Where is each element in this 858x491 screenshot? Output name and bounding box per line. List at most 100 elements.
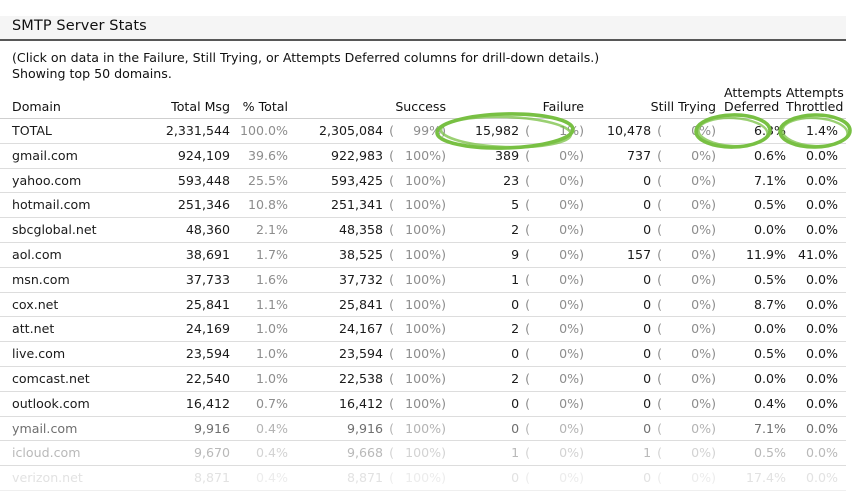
cell-attempts-deferred[interactable]: 7.1% xyxy=(724,416,787,442)
cell-attempts-deferred[interactable]: 11.9% xyxy=(724,242,787,268)
col-header-attempts-throttled[interactable]: Attempts Throttled xyxy=(786,86,846,119)
cell-still-trying-pct[interactable]: 0%) xyxy=(662,341,725,367)
cell-still-trying-count[interactable]: 0 ( xyxy=(592,341,663,367)
cell-still-trying-count[interactable]: 0 ( xyxy=(592,416,663,442)
cell-still-trying-pct[interactable]: 0%) xyxy=(662,118,725,144)
col-header-failure[interactable]: Failure xyxy=(542,99,585,114)
cell-failure-pct[interactable]: 0%) xyxy=(530,440,593,467)
cell-failure-pct[interactable]: 0%) xyxy=(530,292,593,318)
cell-failure-pct[interactable]: 0%) xyxy=(530,143,593,169)
cell-still-trying-count[interactable]: 157 ( xyxy=(592,242,663,268)
cell-failure-pct[interactable]: 0%) xyxy=(530,465,593,491)
col-header-domain[interactable]: Domain xyxy=(12,99,61,114)
cell-failure-pct[interactable]: 0%) xyxy=(530,316,593,343)
table-row[interactable]: msn.com 37,733 1.6% 37,732 (100%) 1 (0%) 0 (0… xyxy=(0,267,847,293)
table-row[interactable]: outlook.com 16,412 0.7% 16,412 (100%) 0 (0%)… xyxy=(0,391,847,417)
cell-failure-count[interactable]: 2 ( xyxy=(454,316,531,343)
cell-still-trying-count[interactable]: 0 ( xyxy=(592,192,663,219)
cell-still-trying-count[interactable]: 0 ( xyxy=(592,267,663,293)
cell-failure-count[interactable]: 0 ( xyxy=(454,416,531,442)
table-row[interactable]: gmail.com 924,109 39.6% 922,983 (100%) 389 (… xyxy=(0,143,847,169)
cell-still-trying-pct[interactable]: 0%) xyxy=(662,267,725,293)
cell-failure-count[interactable]: 0 ( xyxy=(454,341,531,367)
cell-failure-count[interactable]: 15,982 ( xyxy=(454,118,531,144)
table-row[interactable]: ymail.com 9,916 0.4% 9,916 (100%) 0 (0%) 0 (0… xyxy=(0,416,847,442)
cell-attempts-deferred[interactable]: 0.5% xyxy=(724,440,787,467)
cell-failure-count[interactable]: 5 ( xyxy=(454,192,531,219)
cell-attempts-deferred[interactable]: 0.5% xyxy=(724,341,787,367)
table-row[interactable]: cox.net 25,841 1.1% 25,841 (100%) 0 (0%) 0 (0… xyxy=(0,292,847,318)
cell-attempts-deferred[interactable]: 7.1% xyxy=(724,168,787,194)
cell-still-trying-pct[interactable]: 0%) xyxy=(662,416,725,442)
cell-still-trying-pct[interactable]: 0%) xyxy=(662,168,725,194)
cell-attempts-deferred[interactable]: 8.7% xyxy=(724,292,787,318)
cell-failure-count[interactable]: 2 ( xyxy=(454,217,531,243)
cell-still-trying-count[interactable]: 0 ( xyxy=(592,391,663,417)
col-header-attempts-deferred[interactable]: Attempts Deferred xyxy=(724,86,786,119)
col-header-total-msg[interactable]: Total Msg xyxy=(171,99,230,114)
paren-open: ( xyxy=(385,445,394,461)
cell-still-trying-count[interactable]: 0 ( xyxy=(592,316,663,343)
cell-failure-count[interactable]: 23 ( xyxy=(454,168,531,194)
cell-failure-pct[interactable]: 0%) xyxy=(530,192,593,219)
col-header-success[interactable]: Success xyxy=(395,99,447,114)
cell-failure-pct[interactable]: 0%) xyxy=(530,366,593,392)
cell-attempts-deferred[interactable]: 0.5% xyxy=(724,267,787,293)
cell-failure-pct[interactable]: 0%) xyxy=(530,416,593,442)
cell-still-trying-count[interactable]: 737 ( xyxy=(592,143,663,169)
cell-attempts-deferred[interactable]: 0.0% xyxy=(724,366,787,392)
cell-still-trying-pct[interactable]: 0%) xyxy=(662,391,725,417)
col-header-pct-total[interactable]: % Total xyxy=(242,99,288,114)
cell-failure-pct[interactable]: 0%) xyxy=(530,217,593,243)
cell-attempts-deferred[interactable]: 0.5% xyxy=(724,192,787,219)
cell-still-trying-pct[interactable]: 0%) xyxy=(662,465,725,491)
cell-still-trying-count[interactable]: 0 ( xyxy=(592,292,663,318)
cell-failure-count[interactable]: 9 ( xyxy=(454,242,531,268)
cell-attempts-deferred[interactable]: 17.4% xyxy=(724,465,787,491)
cell-still-trying-pct[interactable]: 0%) xyxy=(662,292,725,318)
cell-still-trying-pct[interactable]: 0%) xyxy=(662,242,725,268)
cell-still-trying-pct[interactable]: 0%) xyxy=(662,217,725,243)
cell-failure-count[interactable]: 0 ( xyxy=(454,391,531,417)
cell-attempts-deferred[interactable]: 0.0% xyxy=(724,316,787,343)
cell-still-trying-pct[interactable]: 0%) xyxy=(662,192,725,219)
cell-attempts-deferred[interactable]: 0.6% xyxy=(724,143,787,169)
cell-failure-count[interactable]: 2 ( xyxy=(454,366,531,392)
table-row[interactable]: comcast.net 22,540 1.0% 22,538 (100%) 2 (0%)… xyxy=(0,366,847,392)
col-header-still-trying[interactable]: Still Trying xyxy=(650,99,717,114)
cell-still-trying-pct[interactable]: 0%) xyxy=(662,440,725,467)
cell-failure-count[interactable]: 1 ( xyxy=(454,267,531,293)
cell-failure-pct[interactable]: 0%) xyxy=(530,168,593,194)
table-row[interactable]: att.net 24,169 1.0% 24,167 (100%) 2 (0%) 0 (0… xyxy=(0,316,847,343)
table-row[interactable]: verizon.net 8,871 0.4% 8,871 (100%) 0 (0%) 0 … xyxy=(0,465,847,491)
cell-failure-pct[interactable]: 0%) xyxy=(530,242,593,268)
cell-attempts-deferred[interactable]: 0.0% xyxy=(724,217,787,243)
table-row[interactable]: hotmail.com 251,346 10.8% 251,341 (100%) 5 (… xyxy=(0,192,847,219)
cell-failure-count[interactable]: 389 ( xyxy=(454,143,531,169)
cell-attempts-deferred[interactable]: 0.4% xyxy=(724,391,787,417)
table-row[interactable]: icloud.com 9,670 0.4% 9,668 (100%) 1 (0%) 1 (… xyxy=(0,440,847,467)
cell-failure-pct[interactable]: 0%) xyxy=(530,391,593,417)
cell-failure-pct[interactable]: 1%) xyxy=(530,118,593,144)
cell-still-trying-pct[interactable]: 0%) xyxy=(662,143,725,169)
cell-failure-pct[interactable]: 0%) xyxy=(530,267,593,293)
cell-failure-count[interactable]: 1 ( xyxy=(454,440,531,467)
cell-failure-count[interactable]: 0 ( xyxy=(454,465,531,491)
cell-still-trying-count[interactable]: 0 ( xyxy=(592,217,663,243)
cell-failure-pct[interactable]: 0%) xyxy=(530,341,593,367)
cell-still-trying-count[interactable]: 10,478 ( xyxy=(592,118,663,144)
cell-still-trying-count[interactable]: 0 ( xyxy=(592,168,663,194)
cell-failure-count[interactable]: 0 ( xyxy=(454,292,531,318)
table-row[interactable]: aol.com 38,691 1.7% 38,525 (100%) 9 (0%) 157 … xyxy=(0,242,847,268)
cell-still-trying-count[interactable]: 1 ( xyxy=(592,440,663,467)
table-row[interactable]: yahoo.com 593,448 25.5% 593,425 (100%) 23 (0… xyxy=(0,168,847,194)
cell-still-trying-count[interactable]: 0 ( xyxy=(592,366,663,392)
cell-attempts-throttled: 0.0% xyxy=(786,341,847,367)
table-row[interactable]: TOTAL 2,331,544 100.0% 2,305,084 (99%) 15,98… xyxy=(0,118,847,144)
table-row[interactable]: live.com 23,594 1.0% 23,594 (100%) 0 (0%) 0 (… xyxy=(0,341,847,367)
cell-still-trying-pct[interactable]: 0%) xyxy=(662,366,725,392)
cell-still-trying-pct[interactable]: 0%) xyxy=(662,316,725,343)
table-row[interactable]: sbcglobal.net 48,360 2.1% 48,358 (100%) 2 (0… xyxy=(0,217,847,243)
cell-attempts-deferred[interactable]: 6.3% xyxy=(724,118,787,144)
cell-still-trying-count[interactable]: 0 ( xyxy=(592,465,663,491)
